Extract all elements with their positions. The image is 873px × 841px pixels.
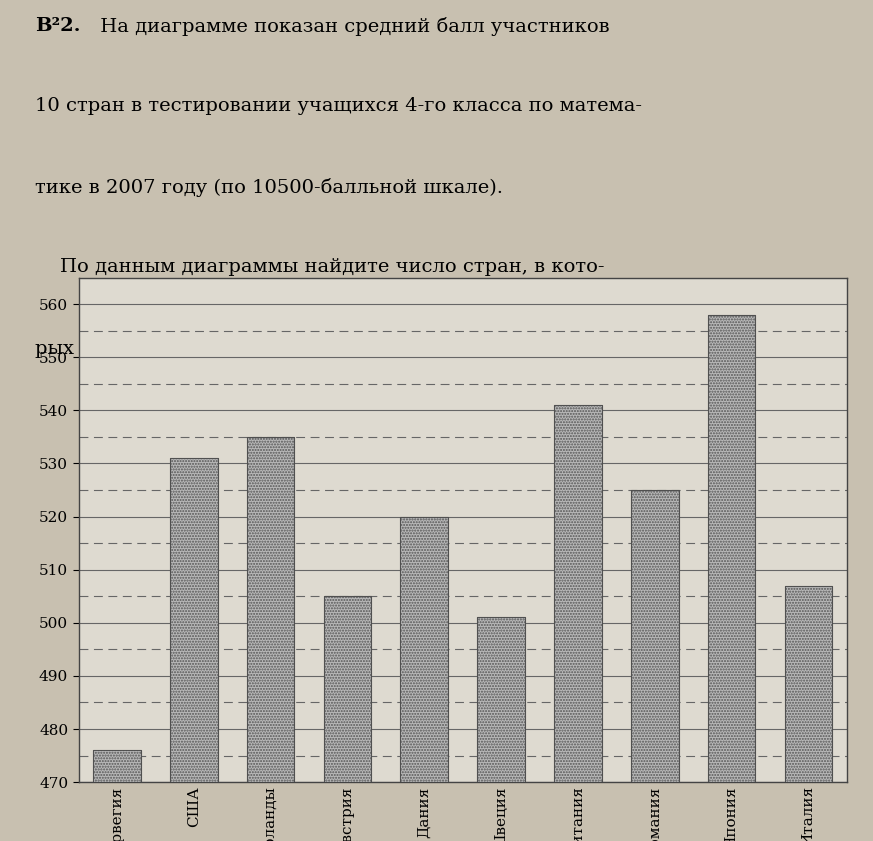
- Bar: [170, 458, 217, 782]
- Text: По данным диаграммы найдите число стран, в кото-: По данным диаграммы найдите число стран,…: [35, 258, 604, 277]
- Bar: [554, 405, 601, 782]
- Bar: [785, 585, 832, 782]
- Bar: [708, 315, 755, 782]
- Bar: [478, 617, 525, 782]
- Bar: [785, 585, 832, 782]
- Text: На диаграмме показан средний балл участников: На диаграмме показан средний балл участн…: [94, 17, 609, 36]
- Bar: [554, 405, 601, 782]
- Bar: [401, 516, 448, 782]
- Bar: [93, 750, 141, 782]
- Bar: [478, 617, 525, 782]
- Bar: [247, 436, 294, 782]
- Bar: [401, 516, 448, 782]
- Text: В²2.: В²2.: [35, 17, 80, 34]
- Bar: [708, 315, 755, 782]
- Text: рых средний балл заключён между 495 и 515.: рых средний балл заключён между 495 и 51…: [35, 339, 515, 357]
- Bar: [170, 458, 217, 782]
- Text: 10 стран в тестировании учащихся 4-го класса по матема-: 10 стран в тестировании учащихся 4-го кл…: [35, 98, 642, 115]
- Text: тике в 2007 году (по 10500-балльной шкале).: тике в 2007 году (по 10500-балльной шкал…: [35, 177, 503, 197]
- Bar: [324, 596, 371, 782]
- Bar: [93, 750, 141, 782]
- Bar: [631, 490, 678, 782]
- Bar: [247, 436, 294, 782]
- Bar: [324, 596, 371, 782]
- Bar: [631, 490, 678, 782]
